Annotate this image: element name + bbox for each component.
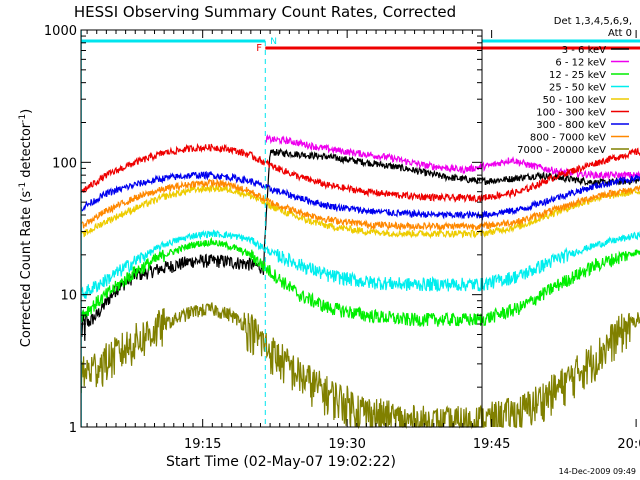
series-line-7 (80, 178, 640, 232)
legend-label-2: 12 - 25 keV (549, 70, 606, 81)
y-axis-label: Corrected Count Rate (s-1 detector-1) (18, 109, 34, 347)
legend-header-0: Det 1,3,4,5,6,9, (554, 16, 632, 27)
x-tick-label-0: 19:15 (184, 437, 221, 452)
night-flag-label: N (270, 37, 277, 47)
legend: Det 1,3,4,5,6,9,Att 03 - 6 keV 6 - 12 keV… (517, 16, 632, 156)
series-line-4 (80, 183, 640, 240)
legend-header-1: Att 0 (608, 28, 632, 39)
legend-label-4: 50 - 100 keV (543, 95, 607, 106)
y-axis-label-sup1: -1 (18, 182, 28, 191)
timestamp: 14-Dec-2009 09:49 (559, 467, 636, 476)
legend-label-0: 3 - 6 keV (562, 45, 606, 56)
legend-label-3: 25 - 50 keV (549, 83, 606, 94)
y-tick-label-2: 100 (52, 156, 77, 171)
chart-title: HESSI Observing Summary Count Rates, Cor… (74, 3, 456, 21)
y-axis-label-sup2: -1 (18, 114, 28, 123)
series-line-5 (80, 142, 640, 204)
y-tick-label-3: 1000 (44, 24, 77, 39)
legend-label-7: 800 - 7000 keV (530, 133, 606, 144)
series-line-2 (80, 236, 640, 327)
x-tick-label-2: 19:45 (473, 437, 510, 452)
legend-label-5: 100 - 300 keV (536, 108, 606, 119)
series-line-1 (265, 133, 640, 181)
legend-label-6: 300 - 800 keV (536, 120, 606, 131)
y-axis-label-part2: detector (19, 122, 34, 182)
x-axis-label: Start Time (02-May-07 19:02:22) (166, 454, 396, 470)
series-line-0 (80, 147, 640, 341)
x-tick-label-1: 19:30 (328, 437, 365, 452)
legend-label-8: 7000 - 20000 keV (517, 145, 606, 156)
plot-frame (80, 29, 483, 428)
x-tick-label-3: 20:00 (617, 437, 640, 452)
y-axis-label-part1: Corrected Count Rate (s (19, 191, 34, 348)
y-tick-label-1: 10 (60, 289, 77, 304)
series-line-3 (80, 229, 640, 299)
y-tick-label-0: 1 (69, 421, 77, 436)
flare-flag-label: F (256, 43, 262, 54)
y-axis-label-part3: ) (19, 109, 34, 114)
series-line-8 (80, 302, 640, 430)
series-layer (80, 133, 640, 430)
legend-label-1: 6 - 12 keV (555, 58, 606, 69)
series-line-6 (80, 170, 640, 221)
